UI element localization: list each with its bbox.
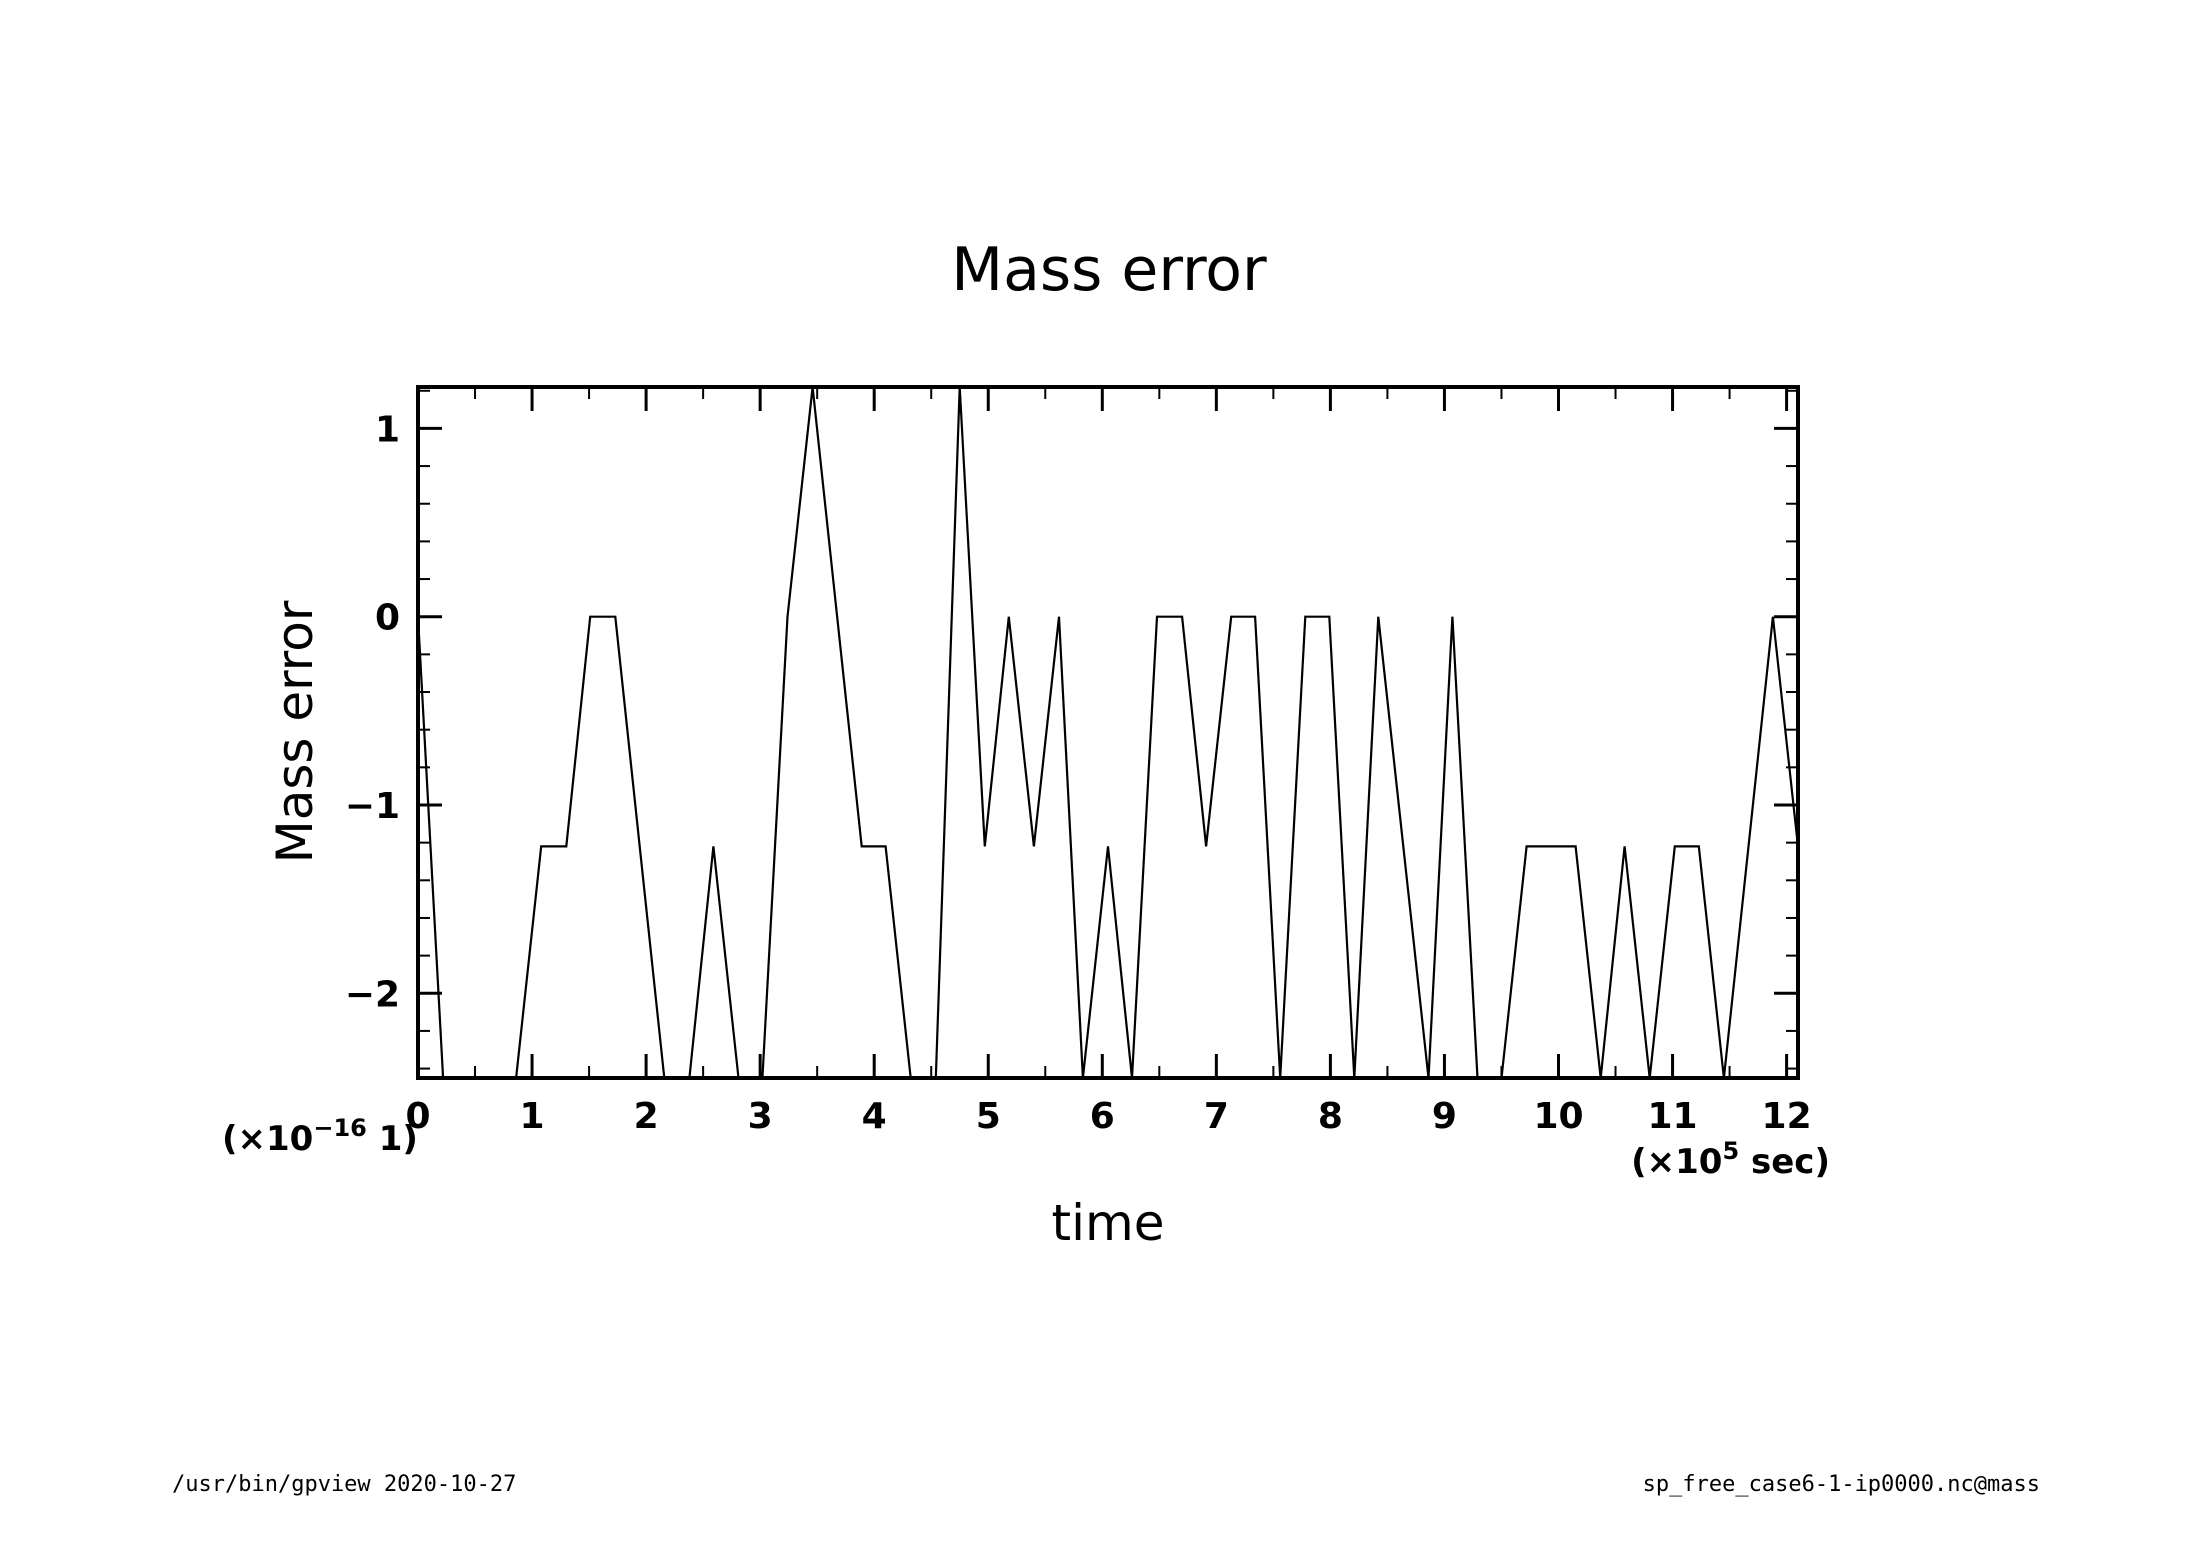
y-tick-label: 0 (375, 598, 400, 639)
footer-right: sp_free_case6-1-ip0000.nc@mass (1643, 1472, 2040, 1497)
y-tick-label: −1 (345, 786, 400, 827)
x-tick-label: 2 (634, 1096, 659, 1137)
x-tick-label: 12 (1762, 1096, 1812, 1137)
x-tick-label: 5 (976, 1096, 1001, 1137)
y-tick-label: 1 (375, 409, 400, 450)
axis-ticks (416, 387, 1798, 1078)
x-tick-label: 7 (1204, 1096, 1229, 1137)
x-tick-label: 9 (1432, 1096, 1457, 1137)
footer-left: /usr/bin/gpview 2020-10-27 (172, 1472, 516, 1497)
plot-frame (416, 385, 1800, 1080)
x-tick-label: 4 (862, 1096, 887, 1137)
x-tick-label: 1 (520, 1096, 545, 1137)
x-tick-label: 10 (1533, 1096, 1583, 1137)
x-tick-label: 6 (1090, 1096, 1115, 1137)
x-unit-label: (×105 sec) (1631, 1137, 1830, 1182)
x-tick-label: 0 (405, 1096, 430, 1137)
y-unit-label: (×10−16 1) (222, 1114, 418, 1159)
y-axis-label: Mass error (266, 600, 324, 863)
y-tick-label: −2 (345, 974, 400, 1015)
x-tick-label: 3 (748, 1096, 773, 1137)
series-line (416, 386, 1800, 1080)
chart-title: Mass error (951, 235, 1267, 305)
x-axis-label: time (1052, 1194, 1165, 1252)
x-tick-label: 11 (1647, 1096, 1697, 1137)
tick-labels: 0 1 2 3 4 5 6 7 8 9 10 11 12−2−101 (345, 409, 1812, 1137)
x-tick-label: 8 (1318, 1096, 1343, 1137)
